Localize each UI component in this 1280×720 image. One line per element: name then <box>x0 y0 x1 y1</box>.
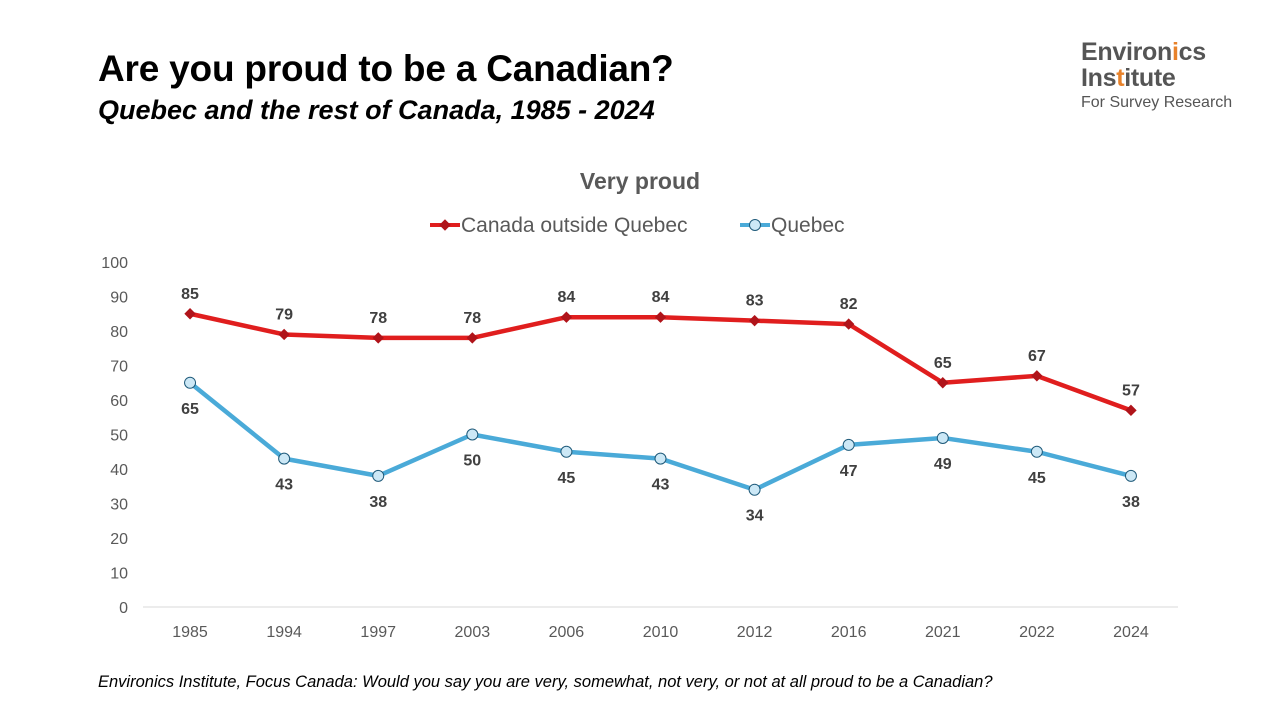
data-label-series-1: 38 <box>369 494 387 511</box>
y-tick-label: 20 <box>110 531 128 548</box>
x-tick-label: 2010 <box>643 624 679 641</box>
x-tick-label: 2003 <box>455 624 491 641</box>
data-point-quebec <box>1124 469 1137 482</box>
data-label-series-0: 85 <box>181 286 199 303</box>
data-label-series-0: 84 <box>558 289 576 306</box>
legend-label-0: Canada outside Quebec <box>461 214 688 237</box>
data-point-quebec <box>372 469 385 482</box>
series-line-1 <box>187 380 1134 492</box>
series-line-0 <box>187 311 1134 413</box>
data-point-quebec <box>466 428 479 441</box>
legend-marker-circle-icon <box>749 219 761 231</box>
data-point-canada-outside-quebec <box>184 308 196 320</box>
data-point-canada-outside-quebec <box>560 311 573 323</box>
y-tick-label: 50 <box>110 428 128 445</box>
y-tick-label: 80 <box>110 324 128 341</box>
x-tick-label: 2006 <box>549 624 585 641</box>
data-label-series-0: 57 <box>1122 382 1140 399</box>
data-point-canada-outside-quebec <box>1125 404 1137 417</box>
data-point-canada-outside-quebec <box>1031 370 1043 382</box>
data-label-series-1: 45 <box>558 470 576 487</box>
data-label-series-0: 84 <box>652 289 670 306</box>
data-label-series-0: 78 <box>463 310 481 327</box>
data-label-series-1: 45 <box>1028 470 1046 487</box>
data-label-series-1: 43 <box>275 477 293 494</box>
y-tick-label: 30 <box>110 497 128 514</box>
x-tick-label: 2016 <box>831 624 867 641</box>
legend-marker-diamond-icon <box>439 219 451 231</box>
data-label-series-1: 34 <box>746 508 764 525</box>
data-point-canada-outside-quebec <box>466 332 479 344</box>
y-tick-label: 60 <box>110 393 128 410</box>
data-label-series-0: 82 <box>840 296 858 313</box>
y-tick-label: 100 <box>101 255 128 272</box>
data-label-series-1: 65 <box>181 401 199 418</box>
data-label-series-1: 50 <box>463 453 481 470</box>
legend-label-1: Quebec <box>771 214 845 237</box>
data-point-quebec <box>842 438 855 451</box>
data-label-series-1: 43 <box>652 477 670 494</box>
data-point-canada-outside-quebec <box>937 377 949 389</box>
logo-line-1: Environics <box>1081 38 1206 66</box>
x-tick-label: 1994 <box>266 624 302 641</box>
data-point-quebec <box>560 445 573 458</box>
x-tick-label: 1985 <box>172 624 208 641</box>
y-tick-label: 90 <box>110 290 128 307</box>
data-point-canada-outside-quebec <box>278 328 290 341</box>
x-tick-label: 2021 <box>925 624 961 641</box>
data-point-canada-outside-quebec <box>654 311 667 323</box>
x-tick-label: 2024 <box>1113 624 1149 641</box>
chart-title: Are you proud to be a Canadian? <box>98 48 674 89</box>
data-point-quebec <box>184 376 197 389</box>
data-point-quebec <box>936 431 949 444</box>
data-label-series-0: 65 <box>934 355 952 372</box>
environics-logo: Environics Institute For Survey Research <box>1081 40 1232 111</box>
y-tick-label: 0 <box>119 600 128 617</box>
logo-line-2: Institute <box>1081 64 1176 92</box>
y-tick-label: 70 <box>110 359 128 376</box>
y-tick-label: 40 <box>110 462 128 479</box>
data-point-canada-outside-quebec <box>372 332 384 344</box>
data-point-canada-outside-quebec <box>748 314 761 327</box>
data-label-series-0: 83 <box>746 293 764 310</box>
logo-line-3: For Survey Research <box>1081 94 1233 111</box>
data-point-quebec <box>1030 445 1043 458</box>
x-tick-label: 2022 <box>1019 624 1055 641</box>
chart-inner-title: Very proud <box>580 168 700 194</box>
chart-subtitle: Quebec and the rest of Canada, 1985 - 20… <box>98 95 655 125</box>
source-footnote: Environics Institute, Focus Canada: Woul… <box>98 673 993 691</box>
data-label-series-0: 78 <box>369 310 387 327</box>
data-label-series-0: 79 <box>275 306 293 323</box>
y-tick-label: 10 <box>110 566 128 583</box>
x-tick-label: 2012 <box>737 624 773 641</box>
data-label-series-1: 49 <box>934 456 952 473</box>
data-point-quebec <box>748 483 761 496</box>
data-label-series-0: 67 <box>1028 348 1046 365</box>
data-label-series-1: 38 <box>1122 494 1140 511</box>
x-tick-label: 1997 <box>360 624 396 641</box>
data-label-series-1: 47 <box>840 463 858 480</box>
data-point-canada-outside-quebec <box>842 318 855 330</box>
data-point-quebec <box>654 452 667 465</box>
data-point-quebec <box>278 452 291 465</box>
